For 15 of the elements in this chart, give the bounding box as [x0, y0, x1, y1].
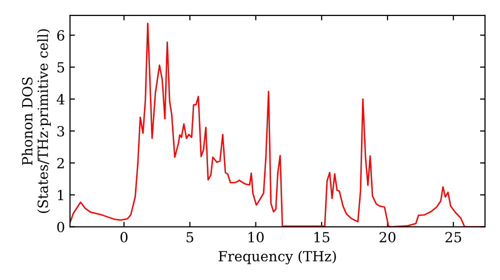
y-axis-title: Phonon DOS (States/THz·primitive cell)	[22, 29, 51, 213]
y-tick-label: 3	[57, 126, 64, 136]
y-tick-label: 1	[58, 190, 64, 200]
x-tick-label: 15	[314, 232, 330, 242]
x-tick-label: 5	[186, 232, 194, 242]
x-tick-label: 25	[445, 232, 462, 242]
x-tick-label: 20	[380, 232, 396, 242]
x-tick-label: 0	[120, 232, 128, 242]
x-tick-label: 10	[248, 232, 264, 242]
y-tick-label: 5	[57, 62, 64, 73]
x-axis-title: Frequency (THz)	[218, 250, 336, 264]
y-tick-label: 4	[56, 94, 64, 104]
y-tick-label: 6	[57, 30, 64, 41]
y-tick-label: 0	[57, 222, 64, 232]
y-tick-label: 2	[57, 158, 64, 168]
